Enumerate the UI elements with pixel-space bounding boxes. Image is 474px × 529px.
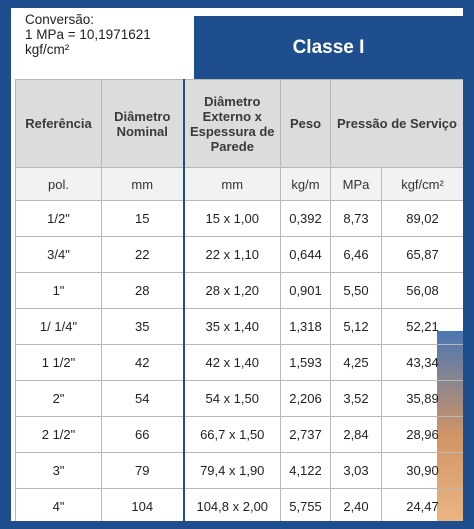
- table-cell: 1,593: [280, 344, 331, 381]
- unit-cell: MPa: [330, 167, 382, 201]
- table-cell: 66,7 x 1,50: [183, 416, 281, 453]
- table-cell: 52,21: [381, 308, 463, 345]
- table-cell: 2,84: [330, 416, 382, 453]
- table-cell: 1,318: [280, 308, 331, 345]
- conversion-unit: kgf/cm²: [25, 42, 70, 57]
- table-row: 3/4" 22 22 x 1,10 0,644 6,46 65,87: [15, 236, 463, 273]
- table-cell: 3": [15, 452, 102, 489]
- table-cell: 4": [15, 488, 102, 521]
- table-cell: 4,122: [280, 452, 331, 489]
- table-cell: 1 1/2": [15, 344, 102, 381]
- table-cell: 2,206: [280, 380, 331, 417]
- table-cell: 35,89: [381, 380, 463, 417]
- table-cell: 2 1/2": [15, 416, 102, 453]
- unit-cell: mm: [101, 167, 185, 201]
- table-cell: 79,4 x 1,90: [183, 452, 281, 489]
- table-body: 1/2" 15 15 x 1,00 0,392 8,73 89,02 3/4" 22 22 x …: [15, 200, 463, 521]
- table-cell: 22 x 1,10: [183, 236, 281, 273]
- table-cell: 22: [101, 236, 185, 273]
- table-cell: 5,12: [330, 308, 382, 345]
- header-pressao: Pressão de Serviço: [330, 79, 463, 168]
- conversion-note: Conversão: 1 MPa = 10,1971621 kgf/cm²: [25, 12, 195, 57]
- unit-cell: mm: [183, 167, 281, 201]
- table-cell: 2": [15, 380, 102, 417]
- table-cell: 30,90: [381, 452, 463, 489]
- table-cell: 42: [101, 344, 185, 381]
- table-cell: 89,02: [381, 200, 463, 237]
- unit-cell: pol.: [15, 167, 102, 201]
- table-cell: 4,25: [330, 344, 382, 381]
- table-cell: 35 x 1,40: [183, 308, 281, 345]
- table-cell: 28: [101, 272, 185, 309]
- table-row: 1/ 1/4" 35 35 x 1,40 1,318 5,12 52,21: [15, 308, 463, 345]
- table-cell: 65,87: [381, 236, 463, 273]
- table-card: Conversão: 1 MPa = 10,1971621 kgf/cm² Cl…: [11, 8, 463, 521]
- table-cell: 35: [101, 308, 185, 345]
- unit-cell: kgf/cm²: [381, 167, 463, 201]
- table-row: 2" 54 54 x 1,50 2,206 3,52 35,89: [15, 380, 463, 417]
- table-cell: 15 x 1,00: [183, 200, 281, 237]
- table-cell: 2,737: [280, 416, 331, 453]
- table-row: 2 1/2" 66 66,7 x 1,50 2,737 2,84 28,96: [15, 416, 463, 453]
- table-cell: 1": [15, 272, 102, 309]
- table-cell: 104: [101, 488, 185, 521]
- table-row: 4" 104 104,8 x 2,00 5,755 2,40 24,47: [15, 488, 463, 521]
- table-row: 1/2" 15 15 x 1,00 0,392 8,73 89,02: [15, 200, 463, 237]
- table-cell: 28 x 1,20: [183, 272, 281, 309]
- header-diametro-externo: Diâmetro Externo x Espessura de Parede: [183, 79, 281, 168]
- table-cell: 104,8 x 2,00: [183, 488, 281, 521]
- table-cell: 0,392: [280, 200, 331, 237]
- table-cell: 0,901: [280, 272, 331, 309]
- table-cell: 54 x 1,50: [183, 380, 281, 417]
- header-referencia: Referência: [15, 79, 102, 168]
- unit-cell: kg/m: [280, 167, 331, 201]
- pipe-spec-table: Referência Diâmetro Nominal Diâmetro Ext…: [15, 79, 463, 521]
- header-diametro-nominal: Diâmetro Nominal: [101, 79, 185, 168]
- table-cell: 56,08: [381, 272, 463, 309]
- table-cell: 54: [101, 380, 185, 417]
- header-peso: Peso: [280, 79, 331, 168]
- table-cell: 1/2": [15, 200, 102, 237]
- table-row: 1" 28 28 x 1,20 0,901 5,50 56,08: [15, 272, 463, 309]
- table-cell: 2,40: [330, 488, 382, 521]
- table-cell: 79: [101, 452, 185, 489]
- table-cell: 3,52: [330, 380, 382, 417]
- table-cell: 43,34: [381, 344, 463, 381]
- table-cell: 5,50: [330, 272, 382, 309]
- table-row: 3" 79 79,4 x 1,90 4,122 3,03 30,90: [15, 452, 463, 489]
- table-cell: 24,47: [381, 488, 463, 521]
- table-cell: 3/4": [15, 236, 102, 273]
- table-cell: 15: [101, 200, 185, 237]
- conversion-label: Conversão:: [25, 12, 95, 27]
- table-cell: 8,73: [330, 200, 382, 237]
- table-cell: 28,96: [381, 416, 463, 453]
- table-cell: 66: [101, 416, 185, 453]
- table-row: 1 1/2" 42 42 x 1,40 1,593 4,25 43,34: [15, 344, 463, 381]
- table-cell: 1/ 1/4": [15, 308, 102, 345]
- conversion-formula: 1 MPa = 10,1971621: [25, 27, 151, 42]
- class-title: Classe I: [194, 16, 463, 79]
- table-cell: 5,755: [280, 488, 331, 521]
- table-cell: 6,46: [330, 236, 382, 273]
- table-cell: 3,03: [330, 452, 382, 489]
- table-cell: 42 x 1,40: [183, 344, 281, 381]
- table-cell: 0,644: [280, 236, 331, 273]
